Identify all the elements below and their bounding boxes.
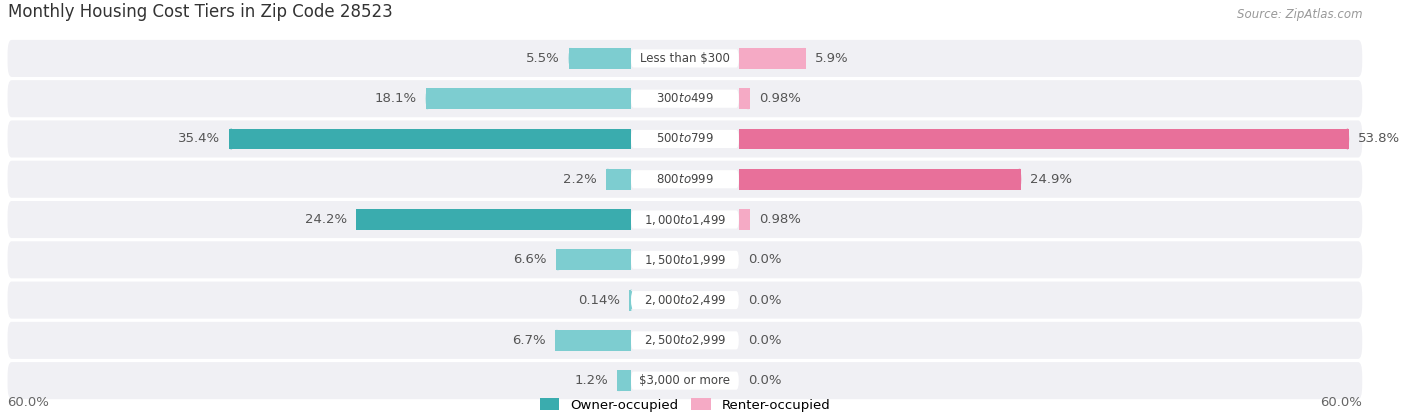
Text: 0.14%: 0.14% [578,293,620,307]
Text: $3,000 or more: $3,000 or more [640,374,730,387]
FancyBboxPatch shape [7,120,1362,158]
Bar [738,129,1350,149]
Bar [229,129,631,149]
FancyBboxPatch shape [7,161,1362,198]
FancyBboxPatch shape [568,48,572,69]
FancyBboxPatch shape [7,281,1362,319]
FancyBboxPatch shape [557,249,560,270]
Bar [738,169,1021,190]
FancyBboxPatch shape [631,251,738,269]
FancyBboxPatch shape [606,169,610,190]
Text: $2,000 to $2,499: $2,000 to $2,499 [644,293,725,307]
FancyBboxPatch shape [617,370,621,391]
FancyBboxPatch shape [803,48,806,69]
Bar [617,370,631,391]
Text: 60.0%: 60.0% [1320,396,1362,409]
Text: 6.6%: 6.6% [513,253,547,266]
FancyBboxPatch shape [555,330,558,351]
Text: 1.2%: 1.2% [575,374,609,387]
Text: 18.1%: 18.1% [374,92,416,105]
FancyBboxPatch shape [631,49,738,68]
FancyBboxPatch shape [229,129,233,149]
Bar [357,209,631,230]
Text: 0.0%: 0.0% [748,253,782,266]
Text: 0.0%: 0.0% [748,334,782,347]
Text: 24.9%: 24.9% [1031,173,1073,186]
Text: 35.4%: 35.4% [179,132,221,146]
Text: Source: ZipAtlas.com: Source: ZipAtlas.com [1237,8,1362,21]
FancyBboxPatch shape [7,362,1362,399]
FancyBboxPatch shape [426,88,429,109]
FancyBboxPatch shape [357,209,360,230]
FancyBboxPatch shape [1018,169,1021,190]
Text: 5.5%: 5.5% [526,52,560,65]
Text: 53.8%: 53.8% [1358,132,1400,146]
FancyBboxPatch shape [631,130,738,148]
Text: 24.2%: 24.2% [305,213,347,226]
Text: 6.7%: 6.7% [512,334,546,347]
Text: 60.0%: 60.0% [7,396,49,409]
FancyBboxPatch shape [7,80,1362,117]
FancyBboxPatch shape [631,331,738,349]
Text: 2.2%: 2.2% [564,173,598,186]
Text: $800 to $999: $800 to $999 [657,173,714,186]
FancyBboxPatch shape [747,88,749,109]
FancyBboxPatch shape [631,291,738,309]
FancyBboxPatch shape [747,209,749,230]
Bar [738,48,806,69]
FancyBboxPatch shape [7,40,1362,77]
FancyBboxPatch shape [631,90,738,108]
Bar [557,249,631,270]
Bar [568,48,631,69]
FancyBboxPatch shape [7,322,1362,359]
Text: Less than $300: Less than $300 [640,52,730,65]
Text: Monthly Housing Cost Tiers in Zip Code 28523: Monthly Housing Cost Tiers in Zip Code 2… [7,3,392,21]
Bar [630,290,631,310]
Bar [738,209,749,230]
Text: $500 to $799: $500 to $799 [657,132,714,146]
Text: 0.98%: 0.98% [759,92,801,105]
FancyBboxPatch shape [631,371,738,390]
FancyBboxPatch shape [631,210,738,229]
Text: 0.98%: 0.98% [759,213,801,226]
Text: 0.0%: 0.0% [748,293,782,307]
Text: $1,000 to $1,499: $1,000 to $1,499 [644,212,725,227]
Text: $2,500 to $2,999: $2,500 to $2,999 [644,333,725,347]
FancyBboxPatch shape [630,290,633,310]
Bar [555,330,631,351]
Text: $300 to $499: $300 to $499 [657,92,714,105]
FancyBboxPatch shape [1346,129,1350,149]
FancyBboxPatch shape [7,241,1362,278]
Bar [426,88,631,109]
Text: 5.9%: 5.9% [815,52,848,65]
Bar [606,169,631,190]
Text: $1,500 to $1,999: $1,500 to $1,999 [644,253,725,267]
FancyBboxPatch shape [631,170,738,188]
FancyBboxPatch shape [7,201,1362,238]
Legend: Owner-occupied, Renter-occupied: Owner-occupied, Renter-occupied [540,398,831,412]
Text: 0.0%: 0.0% [748,374,782,387]
Bar [738,88,749,109]
